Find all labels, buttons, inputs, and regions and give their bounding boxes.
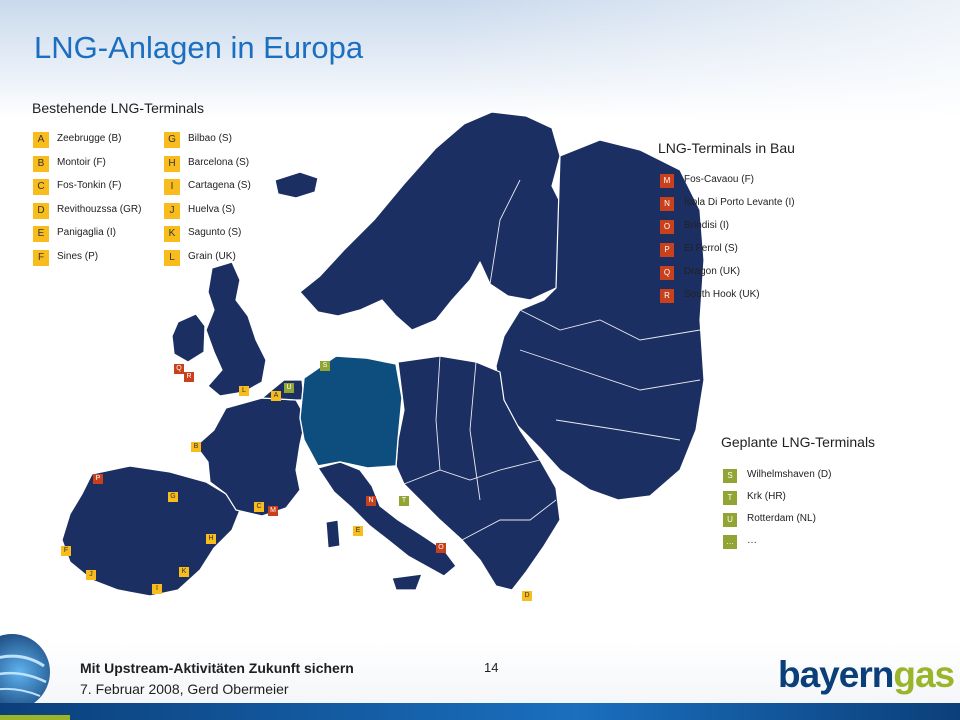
map-marker-j: J: [86, 570, 96, 580]
logo-accent: gas: [893, 654, 955, 695]
legend-badge: M: [660, 174, 674, 188]
central-europe-shape: [395, 355, 561, 591]
legend-label: Isola Di Porto Levante (I): [684, 197, 795, 208]
legend-label: Fos-Tonkin (F): [57, 180, 122, 191]
legend-badge: S: [723, 469, 737, 483]
map-marker-h: H: [206, 534, 216, 544]
map-marker-m: M: [268, 506, 278, 516]
map-marker-i: I: [152, 584, 162, 594]
legend-label: Barcelona (S): [188, 156, 250, 168]
legend-badge: L: [164, 249, 180, 266]
legend-label: El Ferrol (S): [684, 243, 738, 254]
existing-terminals-heading: Bestehende LNG-Terminals: [32, 100, 204, 116]
iberia-shape: [61, 465, 241, 597]
legend-badge: F: [33, 249, 49, 266]
legend-label: Montoir (F): [57, 156, 106, 168]
legend-label: Huelva (S): [188, 203, 236, 215]
italy-shape: [317, 461, 457, 577]
legend-label: Dragon (UK): [684, 266, 741, 277]
map-marker-f: F: [61, 546, 71, 556]
legend-label: Cartagena (S): [188, 180, 251, 191]
legend-badge: U: [723, 513, 737, 527]
legend-label: Panigaglia (I): [57, 227, 116, 238]
legend-badge: …: [723, 535, 737, 549]
map-marker-b: B: [191, 442, 201, 452]
legend-label: Sines (P): [57, 250, 99, 262]
footer-bar: [0, 703, 960, 720]
legend-badge: P: [660, 243, 674, 257]
sicily-shape: [391, 573, 423, 591]
header-background: [0, 0, 960, 120]
legend-label: Grain (UK): [188, 250, 236, 262]
map-marker-o: O: [436, 543, 446, 553]
map-marker-u: U: [284, 383, 294, 393]
page-title: LNG-Anlagen in Europa: [34, 30, 364, 65]
map-marker-e: E: [353, 526, 363, 536]
benelux-shape: [261, 379, 305, 401]
legend-badge: A: [33, 132, 49, 148]
logo-main: bayern: [778, 654, 894, 695]
great-britain-shape: [205, 261, 267, 397]
legend-label: Zeebrugge (B): [57, 133, 122, 144]
page-number: 14: [484, 660, 499, 675]
map-marker-r: R: [184, 372, 194, 382]
footer-title: Mit Upstream-Aktivitäten Zukunft sichern: [80, 660, 354, 676]
legend-badge: C: [33, 179, 49, 195]
globe-decoration-icon: [0, 634, 50, 710]
legend-label: Revithouzssa (GR): [57, 203, 142, 215]
map-marker-s: S: [320, 361, 330, 371]
germany-shape: [299, 355, 403, 469]
legend-badge: J: [164, 202, 180, 219]
map-marker-p: P: [93, 474, 103, 484]
sardinia-shape: [325, 519, 341, 549]
map-marker-a: A: [271, 391, 281, 401]
legend-badge: R: [660, 289, 674, 303]
map-marker-c: C: [254, 502, 264, 512]
legend-badge: N: [660, 197, 674, 211]
legend-badge: H: [164, 155, 180, 172]
legend-badge: B: [33, 155, 49, 172]
footer-accent-bar: [0, 715, 70, 720]
iceland-shape: [274, 171, 319, 199]
legend-badge: K: [164, 226, 180, 242]
legend-label: Krk (HR): [747, 491, 786, 502]
map-marker-g: G: [168, 492, 178, 502]
map-marker-t: T: [399, 496, 409, 506]
map-marker-d: D: [522, 591, 532, 601]
scandinavia-shape: [299, 111, 571, 331]
legend-badge: G: [164, 132, 180, 148]
construction-terminals-heading: LNG-Terminals in Bau: [658, 140, 795, 156]
legend-badge: I: [164, 179, 180, 195]
legend-label: Rotterdam (NL): [747, 513, 816, 524]
bayerngas-logo: bayerngas: [778, 654, 955, 696]
legend-label: …: [747, 535, 757, 546]
map-marker-n: N: [366, 496, 376, 506]
legend-badge: Q: [660, 266, 674, 280]
legend-label: Fos-Cavaou (F): [684, 174, 755, 185]
legend-badge: D: [33, 202, 49, 219]
planned-terminals-heading: Geplante LNG-Terminals: [721, 434, 876, 450]
map-marker-k: K: [179, 567, 189, 577]
map-marker-q: Q: [174, 364, 184, 374]
legend-label: South Hook (UK): [684, 289, 760, 300]
map-marker-l: L: [239, 386, 249, 396]
ireland-shape: [171, 313, 206, 363]
legend-badge: O: [660, 220, 674, 234]
legend-label: Sagunto (S): [188, 227, 242, 238]
legend-badge: T: [723, 491, 737, 505]
footer-date: 7. Februar 2008, Gerd Obermeier: [80, 681, 289, 697]
legend-label: Wilhelmshaven (D): [747, 469, 832, 480]
legend-label: Bilbao (S): [188, 133, 232, 144]
legend-badge: E: [33, 226, 49, 242]
europe-map: [61, 111, 705, 597]
legend-label: Brindisi (I): [684, 220, 730, 231]
